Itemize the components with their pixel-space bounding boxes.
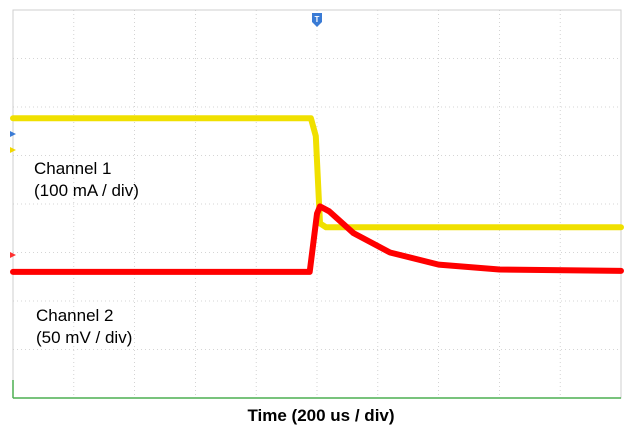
channel1-marker-icon bbox=[10, 147, 16, 153]
channel2-marker-icon bbox=[10, 252, 16, 258]
trigger-marker-icon: T bbox=[312, 13, 322, 27]
channel2-scale: (50 mV / div) bbox=[36, 328, 133, 347]
traces bbox=[10, 115, 624, 275]
ref-marker-icon bbox=[10, 131, 16, 137]
channel2-trace bbox=[10, 203, 624, 275]
x-axis-label: Time (200 us / div) bbox=[247, 406, 395, 425]
svg-text:T: T bbox=[315, 15, 320, 24]
channel1-scale: (100 mA / div) bbox=[34, 181, 139, 200]
channel1-trace bbox=[10, 115, 624, 231]
channel1-name: Channel 1 bbox=[34, 159, 112, 178]
channel1-label: Channel 1 (100 mA / div) bbox=[34, 158, 139, 202]
channel2-name: Channel 2 bbox=[36, 306, 114, 325]
channel2-label: Channel 2 (50 mV / div) bbox=[36, 305, 132, 349]
